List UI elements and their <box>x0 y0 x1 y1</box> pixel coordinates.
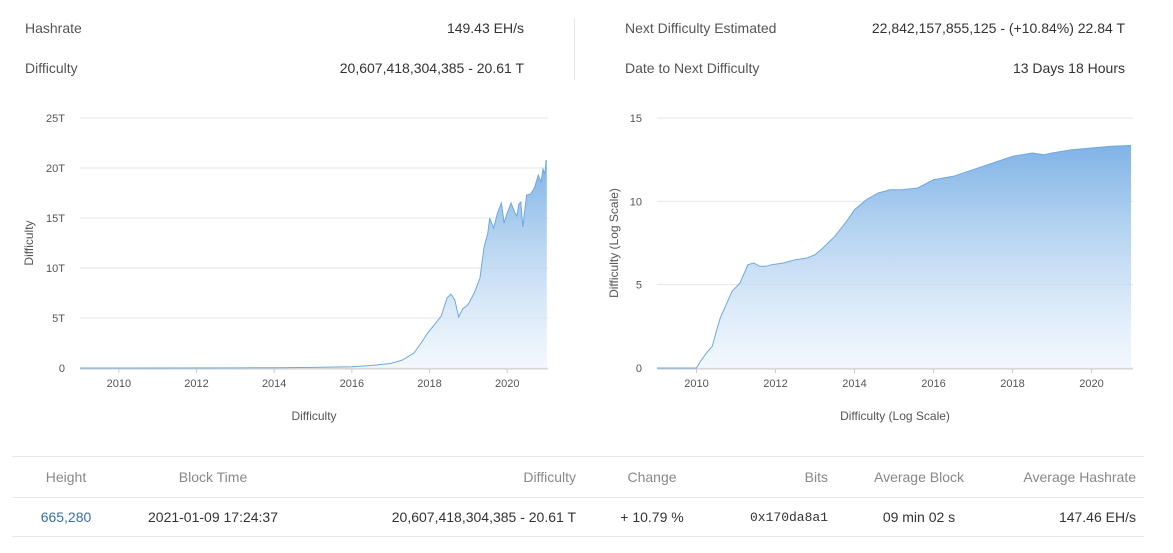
stat-next-difficulty: Next Difficulty Estimated 22,842,157,855… <box>625 20 1125 36</box>
difficulty-log-chart-svg: 0 5 10 15 2010 2012 2014 2016 2018 2020 Difficulty… <box>607 113 1133 423</box>
chart-log-y-tick-label: 15 <box>630 113 642 125</box>
header-difficulty: Difficulty <box>306 456 584 498</box>
chart-log-x-axis-title: Difficulty (Log Scale) <box>840 409 950 423</box>
difficulty-log-chart: 0 5 10 15 2010 2012 2014 2016 2018 2020 Difficulty… <box>585 100 1160 440</box>
chart-log-area <box>657 145 1131 368</box>
header-average-hashrate: Average Hashrate <box>1002 456 1144 498</box>
chart-linear-series-line <box>79 159 548 369</box>
header-change: Change <box>584 456 720 498</box>
cell-change: + 10.79 % <box>584 497 720 537</box>
chart-linear-y-tick-label: 20T <box>46 163 65 175</box>
chart-log-y-axis-title: Difficulty (Log Scale) <box>607 188 621 298</box>
chart-log-x-tick-label: 2018 <box>1000 378 1024 390</box>
next-difficulty-value: 22,842,157,855,125 - (+10.84%) 22.84 T <box>871 20 1125 36</box>
chart-linear-y-tick-label: 5T <box>52 313 65 325</box>
cell-average-hashrate: 147.46 EH/s <box>1002 497 1144 537</box>
stats-divider <box>574 18 575 80</box>
difficulty-table: Height Block Time Difficulty Change Bits… <box>12 456 1144 537</box>
chart-linear-x-tick-label: 2010 <box>107 378 131 390</box>
chart-linear-y-tick-label: 15T <box>46 213 65 225</box>
chart-log-x-tick-label: 2020 <box>1079 378 1103 390</box>
date-to-next-label: Date to Next Difficulty <box>625 60 760 76</box>
cell-difficulty: 20,607,418,304,385 - 20.61 T <box>306 497 584 537</box>
chart-linear-area <box>80 160 547 368</box>
chart-log-series-line <box>657 145 1132 369</box>
cell-height: 665,280 <box>12 497 120 537</box>
hashrate-label: Hashrate <box>25 20 82 36</box>
chart-linear-y-tick-label: 0 <box>59 363 65 375</box>
header-height: Height <box>12 456 120 498</box>
hashrate-value: 149.43 EH/s <box>446 20 524 36</box>
difficulty-chart: 0 5T 10T 15T 20T 25T 2010 2012 2014 2016 2018 2020 D… <box>0 100 575 440</box>
difficulty-value: 20,607,418,304,385 - 20.61 T <box>339 60 524 76</box>
header-block-time: Block Time <box>120 456 306 498</box>
difficulty-chart-svg: 0 5T 10T 15T 20T 25T 2010 2012 2014 2016 2018 2020 D… <box>22 113 548 423</box>
chart-linear-x-tick-label: 2016 <box>340 378 364 390</box>
chart-log-y-tick-label: 5 <box>636 280 642 292</box>
header-average-block: Average Block <box>836 456 1002 498</box>
table-header-row: Height Block Time Difficulty Change Bits… <box>12 456 1144 498</box>
next-difficulty-label: Next Difficulty Estimated <box>625 20 777 36</box>
stat-date-to-next: Date to Next Difficulty 13 Days 18 Hours <box>625 60 1125 76</box>
cell-block-time: 2021-01-09 17:24:37 <box>120 497 306 537</box>
chart-linear-x-tick-label: 2014 <box>262 378 286 390</box>
block-height-link[interactable]: 665,280 <box>40 509 92 525</box>
cell-average-block: 09 min 02 s <box>836 497 1002 537</box>
difficulty-label: Difficulty <box>25 60 78 76</box>
chart-linear-x-tick-label: 2020 <box>495 378 519 390</box>
stats-panel: Hashrate 149.43 EH/s Difficulty 20,607,4… <box>0 0 1173 100</box>
stat-difficulty: Difficulty 20,607,418,304,385 - 20.61 T <box>25 60 524 76</box>
stat-hashrate: Hashrate 149.43 EH/s <box>25 20 524 36</box>
table-row: 665,280 2021-01-09 17:24:37 20,607,418,3… <box>12 497 1144 537</box>
header-bits: Bits <box>720 456 836 498</box>
chart-log-x-tick-label: 2014 <box>842 378 866 390</box>
chart-log-x-tick-label: 2012 <box>763 378 787 390</box>
chart-linear-x-axis-title: Difficulty <box>291 409 336 423</box>
chart-linear-x-tick-label: 2012 <box>184 378 208 390</box>
chart-linear-y-tick-label: 10T <box>46 263 65 275</box>
chart-log-x-tick-label: 2010 <box>684 378 708 390</box>
chart-linear-x-tick-label: 2018 <box>417 378 441 390</box>
chart-log-y-tick-label: 10 <box>630 196 642 208</box>
chart-linear-y-tick-label: 25T <box>46 113 65 125</box>
cell-bits: 0x170da8a1 <box>720 497 836 537</box>
date-to-next-value: 13 Days 18 Hours <box>1012 60 1125 76</box>
chart-log-x-tick-label: 2016 <box>921 378 945 390</box>
chart-log-y-tick-label: 0 <box>636 363 642 375</box>
chart-linear-y-axis-title: Difficulty <box>22 220 36 265</box>
